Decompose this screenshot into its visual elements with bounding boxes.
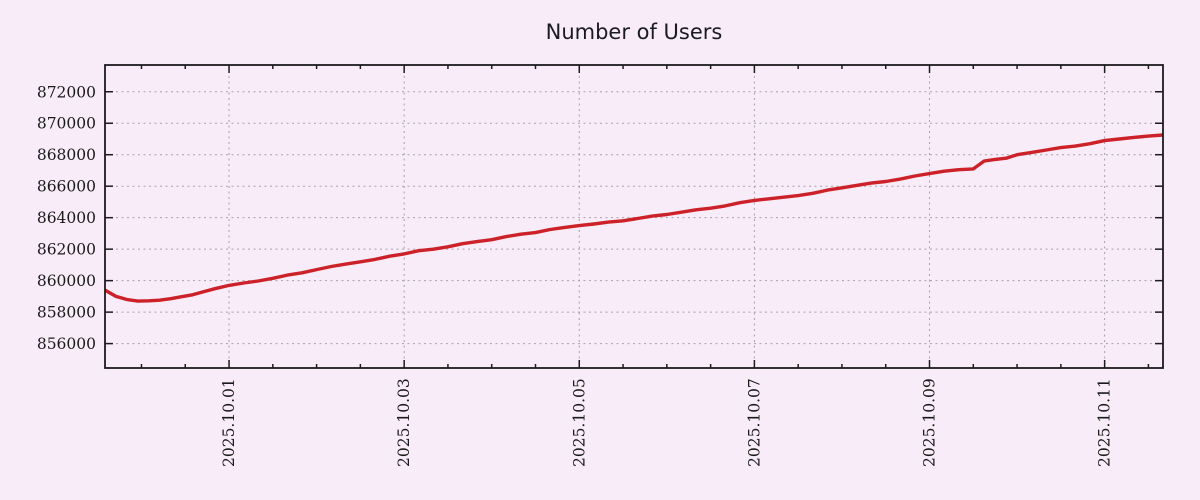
axis-layer: [104, 64, 1164, 369]
series-layer: [104, 133, 1164, 303]
plot-border: [104, 64, 1164, 369]
users-series-line: [104, 133, 1164, 303]
y-axis-label: 872000: [37, 83, 96, 101]
chart-title: Number of Users: [546, 20, 723, 44]
axis-label-layer: 856000 858000 860000 862000 864000 866000 8680…: [37, 83, 1114, 467]
y-axis-label: 858000: [37, 304, 96, 322]
y-axis-label: 856000: [37, 335, 96, 353]
x-axis-label: 2025.10.11: [1096, 378, 1114, 467]
x-axis-label: 2025.10.03: [395, 378, 413, 467]
y-axis-label: 864000: [37, 209, 96, 227]
y-axis-label: 860000: [37, 272, 96, 290]
x-axis-label: 2025.10.01: [220, 378, 238, 467]
x-axis-label: 2025.10.09: [921, 378, 939, 467]
x-axis-label: 2025.10.07: [745, 378, 763, 467]
y-axis-label: 870000: [37, 115, 96, 133]
y-axis-label: 862000: [37, 241, 96, 259]
y-axis-label: 866000: [37, 178, 96, 196]
x-axis-label: 2025.10.05: [570, 378, 588, 467]
y-axis-label: 868000: [37, 146, 96, 164]
